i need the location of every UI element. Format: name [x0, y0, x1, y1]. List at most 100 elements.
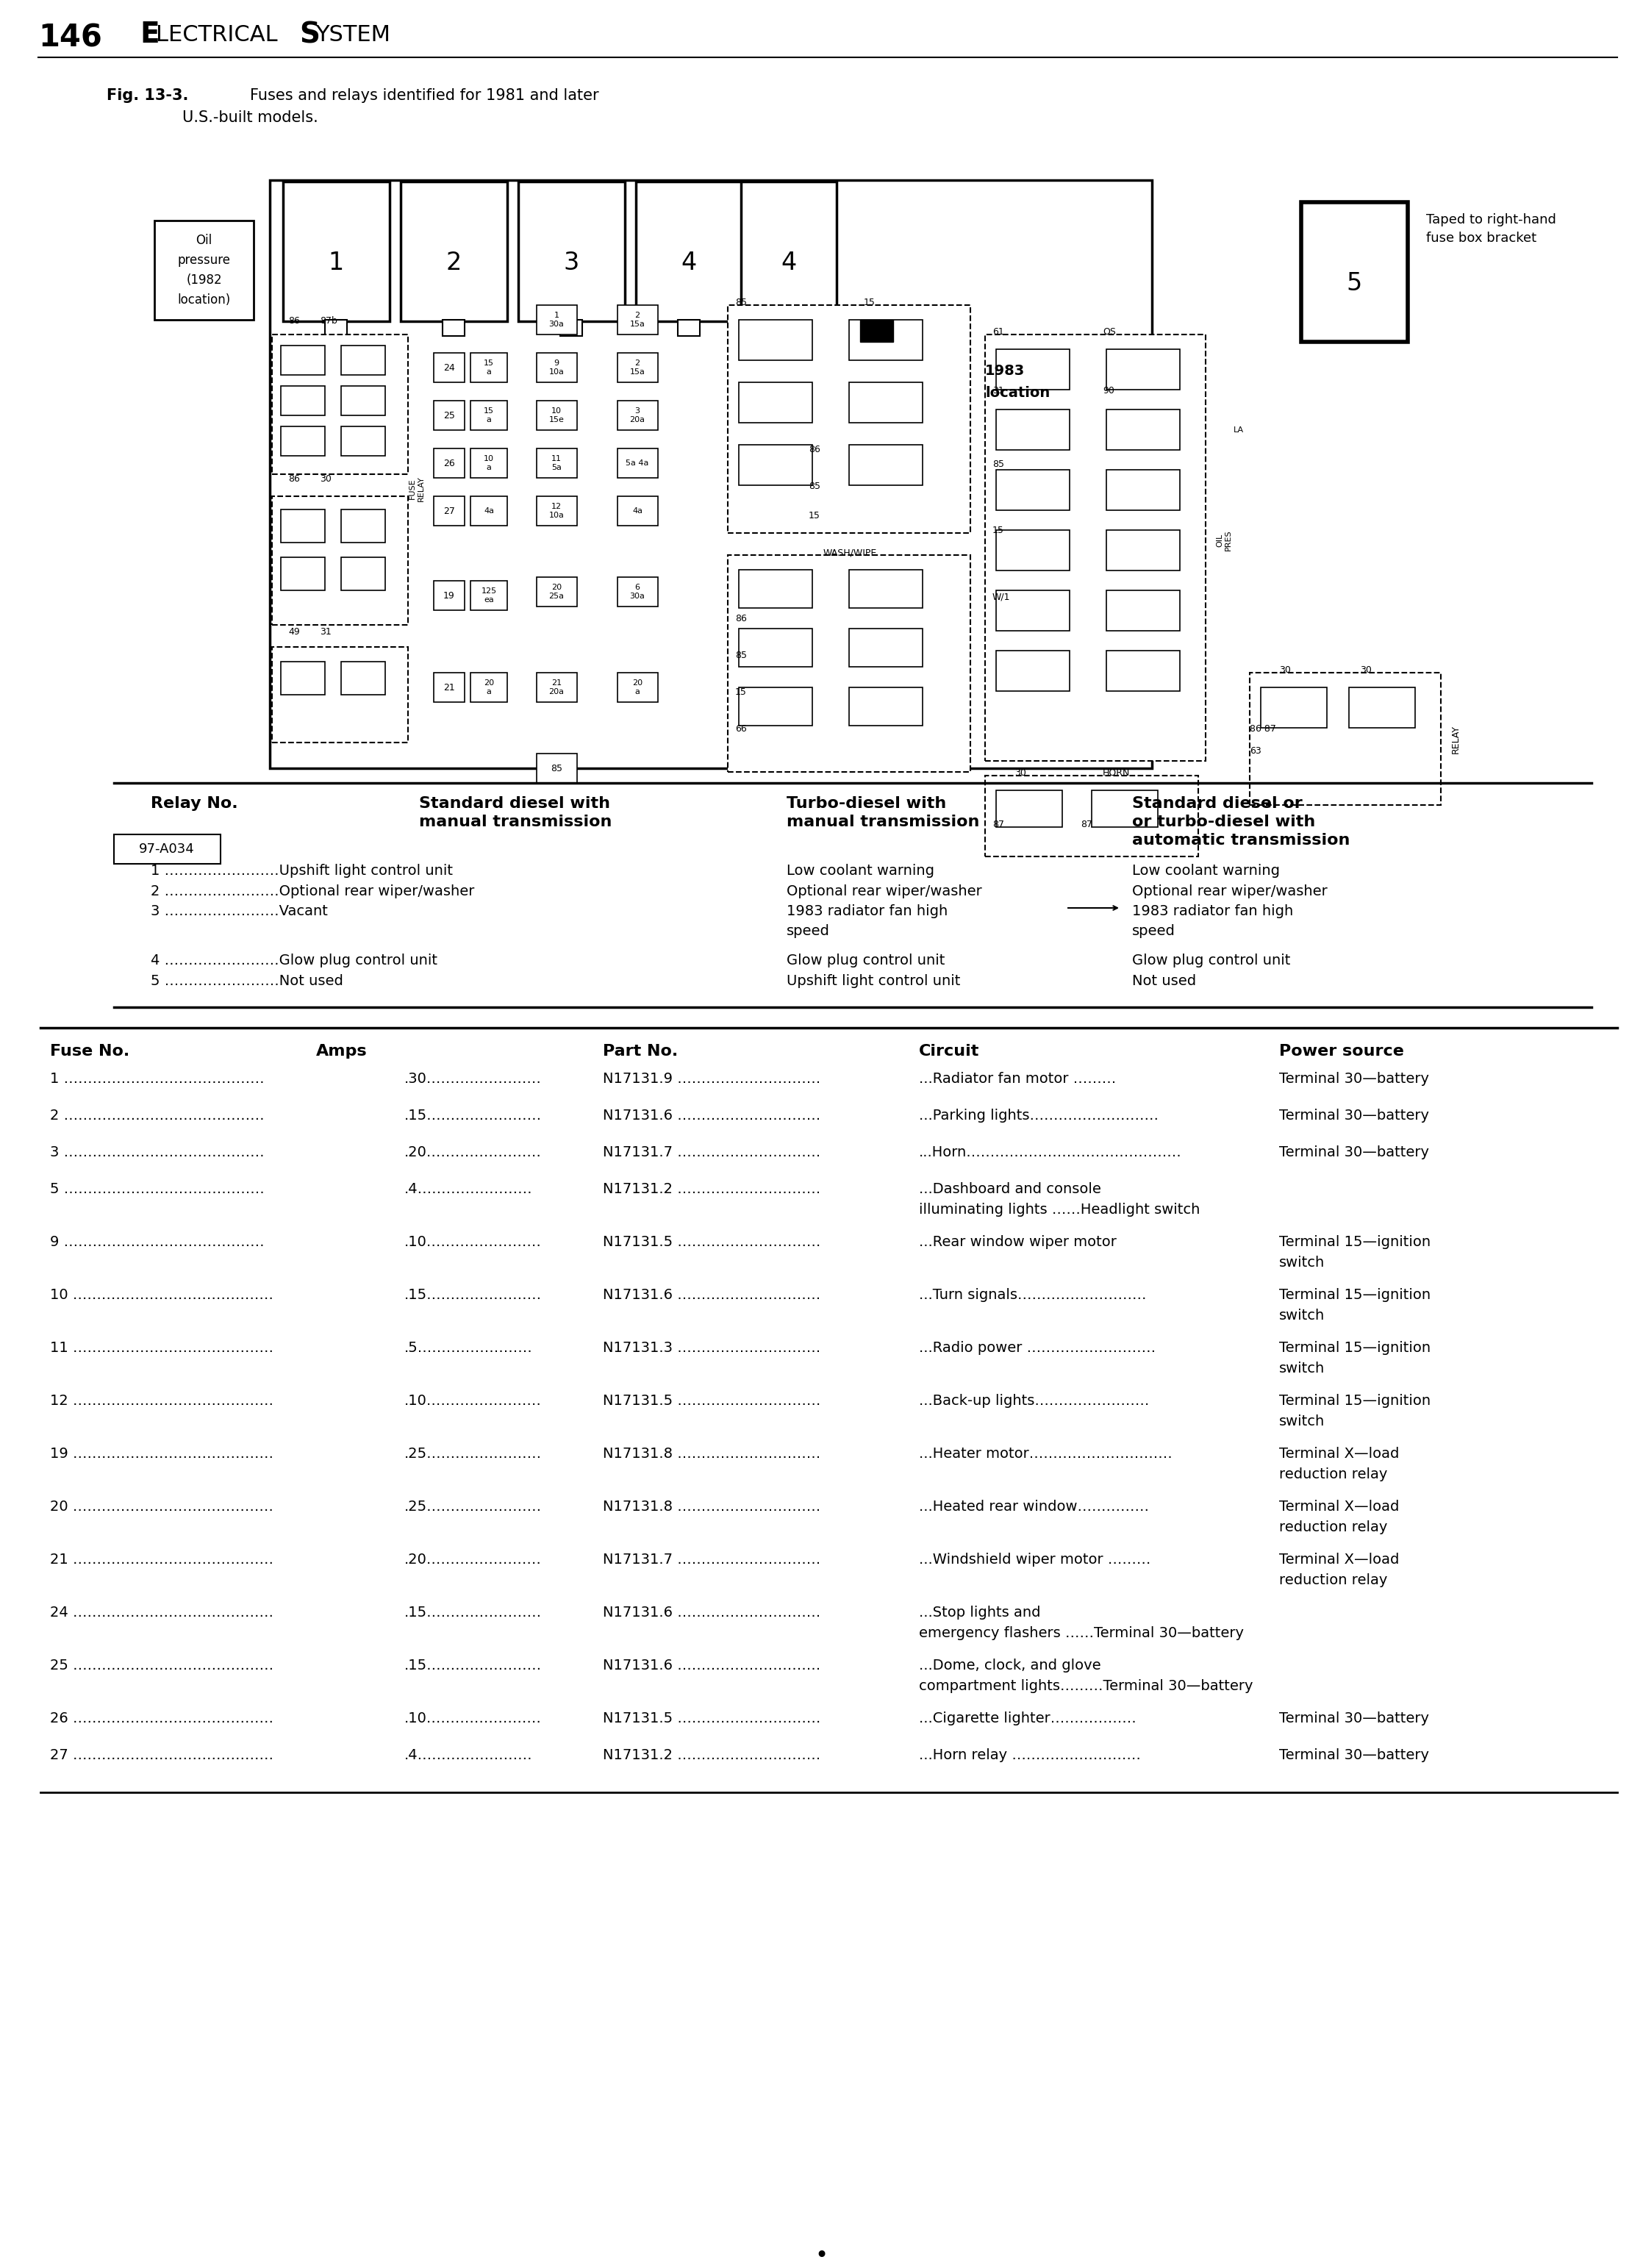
- Text: Terminal 15—ignition: Terminal 15—ignition: [1280, 1340, 1431, 1354]
- Text: N17131.8 …………………………: N17131.8 …………………………: [603, 1447, 820, 1461]
- Text: switch: switch: [1280, 1309, 1324, 1322]
- Bar: [154, 220, 253, 320]
- Bar: [537, 753, 577, 782]
- Text: speed: speed: [787, 923, 830, 939]
- Text: Terminal 30—battery: Terminal 30—battery: [1280, 1073, 1429, 1086]
- Text: 19 ……………………………………: 19 ……………………………………: [49, 1447, 273, 1461]
- Bar: [739, 628, 812, 667]
- Text: pressure: pressure: [177, 254, 230, 268]
- Text: Upshift light control unit: Upshift light control unit: [787, 973, 961, 989]
- Text: 61: 61: [992, 327, 1004, 336]
- Bar: [986, 776, 1198, 857]
- Bar: [996, 651, 1070, 692]
- Bar: [618, 674, 657, 703]
- Text: 1
30a: 1 30a: [549, 313, 564, 329]
- Bar: [1106, 531, 1180, 572]
- Text: N17131.7 …………………………: N17131.7 …………………………: [603, 1145, 820, 1159]
- Text: 9 ……………………………………: 9 ……………………………………: [49, 1236, 265, 1250]
- Bar: [728, 556, 971, 771]
- Bar: [636, 181, 743, 322]
- Text: ...Stop lights and: ...Stop lights and: [918, 1606, 1040, 1619]
- Text: Not used: Not used: [1132, 973, 1196, 989]
- Text: manual transmission: manual transmission: [419, 814, 611, 830]
- Bar: [986, 333, 1206, 760]
- Text: fuse box bracket: fuse box bracket: [1426, 231, 1536, 245]
- Bar: [739, 687, 812, 726]
- Bar: [281, 386, 325, 415]
- Bar: [1106, 590, 1180, 631]
- Text: 90: 90: [1102, 386, 1114, 395]
- Bar: [537, 401, 577, 431]
- Text: 9
10a: 9 10a: [549, 361, 564, 376]
- Text: 97-A034: 97-A034: [140, 841, 196, 855]
- Bar: [996, 469, 1070, 510]
- Bar: [739, 569, 812, 608]
- Text: 15: 15: [734, 687, 748, 696]
- Text: .10……………………: .10……………………: [404, 1395, 542, 1408]
- Text: 30: 30: [320, 474, 332, 483]
- Bar: [269, 179, 1152, 769]
- Text: N17131.5 …………………………: N17131.5 …………………………: [603, 1712, 820, 1726]
- Text: .15……………………: .15……………………: [404, 1288, 542, 1302]
- Text: 49: 49: [288, 626, 299, 637]
- Text: 30: 30: [1360, 665, 1372, 676]
- Text: 27: 27: [444, 506, 455, 515]
- Bar: [849, 445, 923, 485]
- Text: 20
25a: 20 25a: [549, 583, 564, 599]
- Text: Terminal 15—ignition: Terminal 15—ignition: [1280, 1236, 1431, 1250]
- Text: .15……………………: .15……………………: [404, 1109, 542, 1123]
- Bar: [470, 497, 508, 526]
- Text: S: S: [299, 20, 320, 48]
- Text: Optional rear wiper/washer: Optional rear wiper/washer: [1132, 885, 1328, 898]
- Text: 31: 31: [992, 386, 1004, 395]
- Text: reduction relay: reduction relay: [1280, 1520, 1387, 1533]
- Text: 27 ……………………………………: 27 ……………………………………: [49, 1749, 273, 1762]
- Text: 5a 4a: 5a 4a: [626, 460, 649, 467]
- Text: ...Horn relay ………………………: ...Horn relay ………………………: [918, 1749, 1140, 1762]
- Text: 85: 85: [808, 481, 820, 492]
- Text: N17131.6 …………………………: N17131.6 …………………………: [603, 1109, 820, 1123]
- Text: 2
15a: 2 15a: [629, 361, 646, 376]
- Text: 2 ……………………………………: 2 ……………………………………: [49, 1109, 265, 1123]
- Bar: [342, 510, 384, 542]
- Bar: [434, 497, 465, 526]
- Bar: [728, 306, 971, 533]
- Text: 5 ……………………………………: 5 ……………………………………: [49, 1182, 265, 1195]
- Text: automatic transmission: automatic transmission: [1132, 832, 1351, 848]
- Text: 1 ……………………Upshift light control unit: 1 ……………………Upshift light control unit: [151, 864, 453, 878]
- Text: .20……………………: .20……………………: [404, 1145, 542, 1159]
- Text: 85: 85: [734, 297, 748, 306]
- Text: 15: 15: [808, 510, 820, 519]
- Text: Part No.: Part No.: [603, 1043, 679, 1059]
- Text: location): location): [177, 293, 230, 306]
- Text: 21: 21: [444, 683, 455, 692]
- Text: Standard diesel with: Standard diesel with: [419, 796, 610, 812]
- Text: 20
a: 20 a: [633, 680, 642, 696]
- Bar: [401, 181, 508, 322]
- Bar: [537, 306, 577, 333]
- Bar: [1106, 651, 1180, 692]
- Text: or turbo-diesel with: or turbo-diesel with: [1132, 814, 1316, 830]
- Text: 15
a: 15 a: [483, 408, 495, 424]
- Text: ...Turn signals………………………: ...Turn signals………………………: [918, 1288, 1147, 1302]
- Text: U.S.-built models.: U.S.-built models.: [182, 111, 319, 125]
- Text: ...Radio power ………………………: ...Radio power ………………………: [918, 1340, 1155, 1354]
- Bar: [560, 320, 582, 336]
- Text: 2 ……………………Optional rear wiper/washer: 2 ……………………Optional rear wiper/washer: [151, 885, 475, 898]
- Text: illuminating lights ……Headlight switch: illuminating lights ……Headlight switch: [918, 1202, 1199, 1216]
- Bar: [739, 320, 812, 361]
- Text: 20
a: 20 a: [483, 680, 495, 696]
- Text: Oil: Oil: [196, 234, 212, 247]
- Text: 24 ……………………………………: 24 ……………………………………: [49, 1606, 273, 1619]
- Bar: [470, 401, 508, 431]
- Text: N17131.5 …………………………: N17131.5 …………………………: [603, 1395, 820, 1408]
- Text: WASH/WIPE: WASH/WIPE: [823, 547, 877, 558]
- Text: ...Dashboard and console: ...Dashboard and console: [918, 1182, 1101, 1195]
- Text: ...Windshield wiper motor ………: ...Windshield wiper motor ………: [918, 1554, 1150, 1567]
- Text: N17131.6 …………………………: N17131.6 …………………………: [603, 1606, 820, 1619]
- Text: 86: 86: [734, 615, 748, 624]
- Text: location: location: [986, 386, 1050, 399]
- Text: 4 ……………………Glow plug control unit: 4 ……………………Glow plug control unit: [151, 953, 437, 968]
- Bar: [849, 320, 923, 361]
- Text: ...Parking lights………………………: ...Parking lights………………………: [918, 1109, 1158, 1123]
